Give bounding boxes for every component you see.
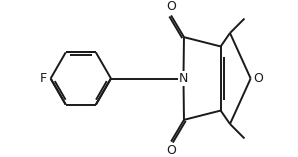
Text: O: O [254,72,263,85]
Text: F: F [40,72,47,85]
Text: N: N [179,72,188,85]
Text: O: O [166,144,176,157]
Text: O: O [166,0,176,13]
